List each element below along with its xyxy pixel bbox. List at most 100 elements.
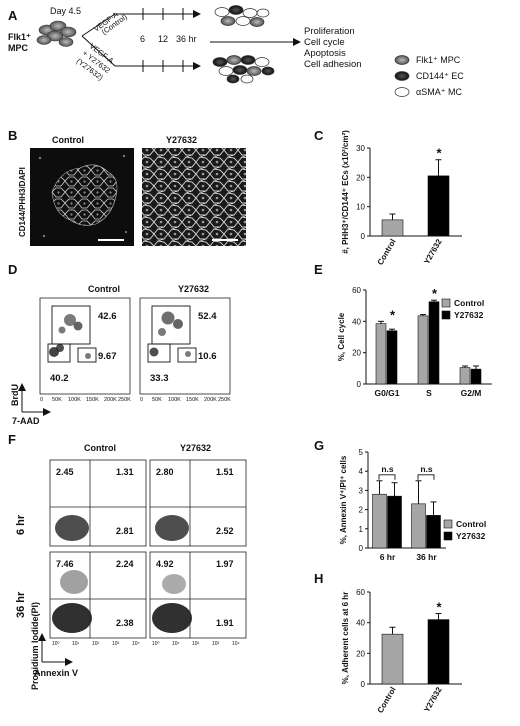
- legend-label: Y27632: [454, 310, 484, 320]
- bar: [470, 368, 482, 385]
- x-tick: 10¹: [172, 641, 180, 647]
- x-tick: 100K: [68, 397, 81, 403]
- timeline-top: [115, 8, 201, 20]
- legend-swatch: [443, 519, 453, 529]
- d-control-g2m: 9.67: [98, 351, 117, 362]
- f-value: 4.92: [156, 559, 174, 569]
- panel-f-col-y27632: Y27632: [180, 443, 211, 453]
- chart-panel-e: 0 20 40 60 %, Cell cycle G0/G1 * S * G2/M Control Y…: [337, 286, 492, 398]
- legend-mpc: Flk1⁺ MPC: [416, 55, 461, 65]
- bar: [417, 315, 429, 385]
- y-tick-label: 20: [356, 649, 365, 658]
- x-tick-label: Control: [376, 238, 398, 267]
- assay-item: Cell adhesion: [304, 59, 362, 70]
- assay-item: Proliferation: [304, 26, 355, 37]
- y-tick-label: 0: [361, 232, 366, 241]
- x-tick-label: G2/M: [461, 388, 482, 398]
- d-ylabel: BrdU: [10, 384, 20, 406]
- x-tick: 10²: [192, 641, 200, 647]
- panel-f-letter: F: [8, 432, 16, 447]
- f-row-36hr: 36 hr: [15, 591, 27, 618]
- legend-swatch: [443, 531, 453, 541]
- panel-h-letter: H: [314, 571, 323, 586]
- panel-d-col-y27632: Y27632: [178, 284, 209, 294]
- flow-plot-f-control-6hr: 2.45 1.31 2.81: [49, 459, 147, 547]
- y27632-culture-icon: [212, 55, 275, 84]
- significance-star: *: [390, 307, 396, 322]
- y-tick-label: 4: [359, 467, 364, 476]
- time-6: 6: [140, 34, 145, 44]
- x-tick: 10⁰: [52, 641, 60, 647]
- panel-c-letter: C: [314, 128, 324, 143]
- panel-b-ylabel: CD144/PHH3/DAPI: [18, 167, 27, 237]
- x-tick: 50K: [152, 397, 162, 403]
- d-y27632-brdu-pos: 52.4: [198, 311, 217, 322]
- bar: [386, 330, 398, 385]
- y-tick-label: 0: [357, 380, 362, 389]
- flow-plot-d-control: 42.6 9.67 40.2: [39, 297, 131, 395]
- f-axis-ticks: 10⁰ 10¹ 10² 10³ 10⁴ 10⁰ 10¹ 10² 10³ 10⁴: [52, 641, 240, 647]
- y-tick-label: 3: [359, 486, 364, 495]
- x-tick: 0: [140, 397, 143, 403]
- panel-b-letter: B: [8, 128, 17, 143]
- cell-line-label-1: Flk1⁺: [8, 32, 31, 42]
- d-y27632-g2m: 10.6: [198, 351, 217, 362]
- timeline-bottom: [115, 60, 201, 72]
- bar: [427, 175, 450, 237]
- d-x-ticks: 0 50K 100K 150K 200K 250K 0 50K 100K 150…: [40, 397, 231, 403]
- chart-panel-c: 0 10 20 30 #, PHH3⁺/CD144⁺ ECs (x10²/cm²) Con…: [341, 130, 462, 267]
- bar: [411, 503, 426, 549]
- legend-label: Y27632: [456, 531, 486, 541]
- x-tick: 10⁴: [232, 641, 240, 647]
- f-value: 2.80: [156, 467, 174, 477]
- time-12: 12: [158, 34, 168, 44]
- f-value: 1.31: [116, 467, 134, 477]
- significance-bracket: [378, 474, 396, 480]
- x-tick-label: 6 hr: [380, 552, 396, 562]
- panel-e-letter: E: [314, 262, 323, 277]
- panel-d-flow-plots: D Control Y27632 42.6 9.67 40.2: [8, 262, 231, 426]
- bar: [387, 495, 402, 549]
- y-axis-label: %, Annexin V⁺/PI⁺ cells: [339, 455, 348, 544]
- y-axis-label: #, PHH3⁺/CD144⁺ ECs (x10²/cm²): [341, 130, 350, 254]
- legend-swatch: [441, 298, 451, 308]
- x-tick: 150K: [186, 397, 199, 403]
- bar: [427, 619, 450, 685]
- y27632-micrograph: [142, 148, 246, 246]
- panel-d-letter: D: [8, 262, 17, 277]
- significance-star: *: [432, 286, 438, 301]
- f-value: 2.24: [116, 559, 134, 569]
- x-tick: 50K: [52, 397, 62, 403]
- panel-a-schematic: A Day 4.5 Flk1⁺ MPC VEGF-A (Control) VEG…: [8, 5, 464, 97]
- x-tick-label: Y27632: [422, 237, 444, 266]
- assay-list: Proliferation Cell cycle Apoptosis Cell …: [304, 26, 362, 70]
- y-tick-label: 40: [356, 619, 365, 628]
- panel-a-letter: A: [8, 8, 18, 23]
- mpc-cluster-icon: [36, 20, 77, 47]
- panel-b-col-control: Control: [52, 135, 84, 145]
- f-value: 1.51: [216, 467, 234, 477]
- f-ylabel: Propidium Iodide(PI): [30, 602, 40, 690]
- f-value: 7.46: [56, 559, 74, 569]
- y-tick-label: 1: [359, 525, 364, 534]
- x-tick: 10³: [212, 641, 220, 647]
- x-tick: 0: [40, 397, 43, 403]
- flow-plot-f-y27632-6hr: 2.80 1.51 2.52: [149, 459, 247, 547]
- x-tick-label: Control: [376, 686, 398, 715]
- d-y27632-g0g1: 33.3: [150, 373, 169, 384]
- flow-plot-f-control-36hr: 7.46 2.24 2.38: [49, 551, 147, 639]
- y-tick-label: 40: [352, 317, 361, 326]
- f-row-6hr: 6 hr: [15, 514, 27, 535]
- control-culture-icon: [214, 5, 270, 27]
- mpc-legend-icon: [394, 55, 410, 65]
- y-tick-label: 20: [356, 173, 365, 182]
- panel-f-col-control: Control: [84, 443, 116, 453]
- x-tick: 10¹: [72, 641, 80, 647]
- d-control-g0g1: 40.2: [50, 373, 69, 384]
- x-tick: 10⁰: [152, 641, 160, 647]
- bar: [381, 219, 404, 237]
- x-tick: 150K: [86, 397, 99, 403]
- significance-star: *: [436, 146, 442, 161]
